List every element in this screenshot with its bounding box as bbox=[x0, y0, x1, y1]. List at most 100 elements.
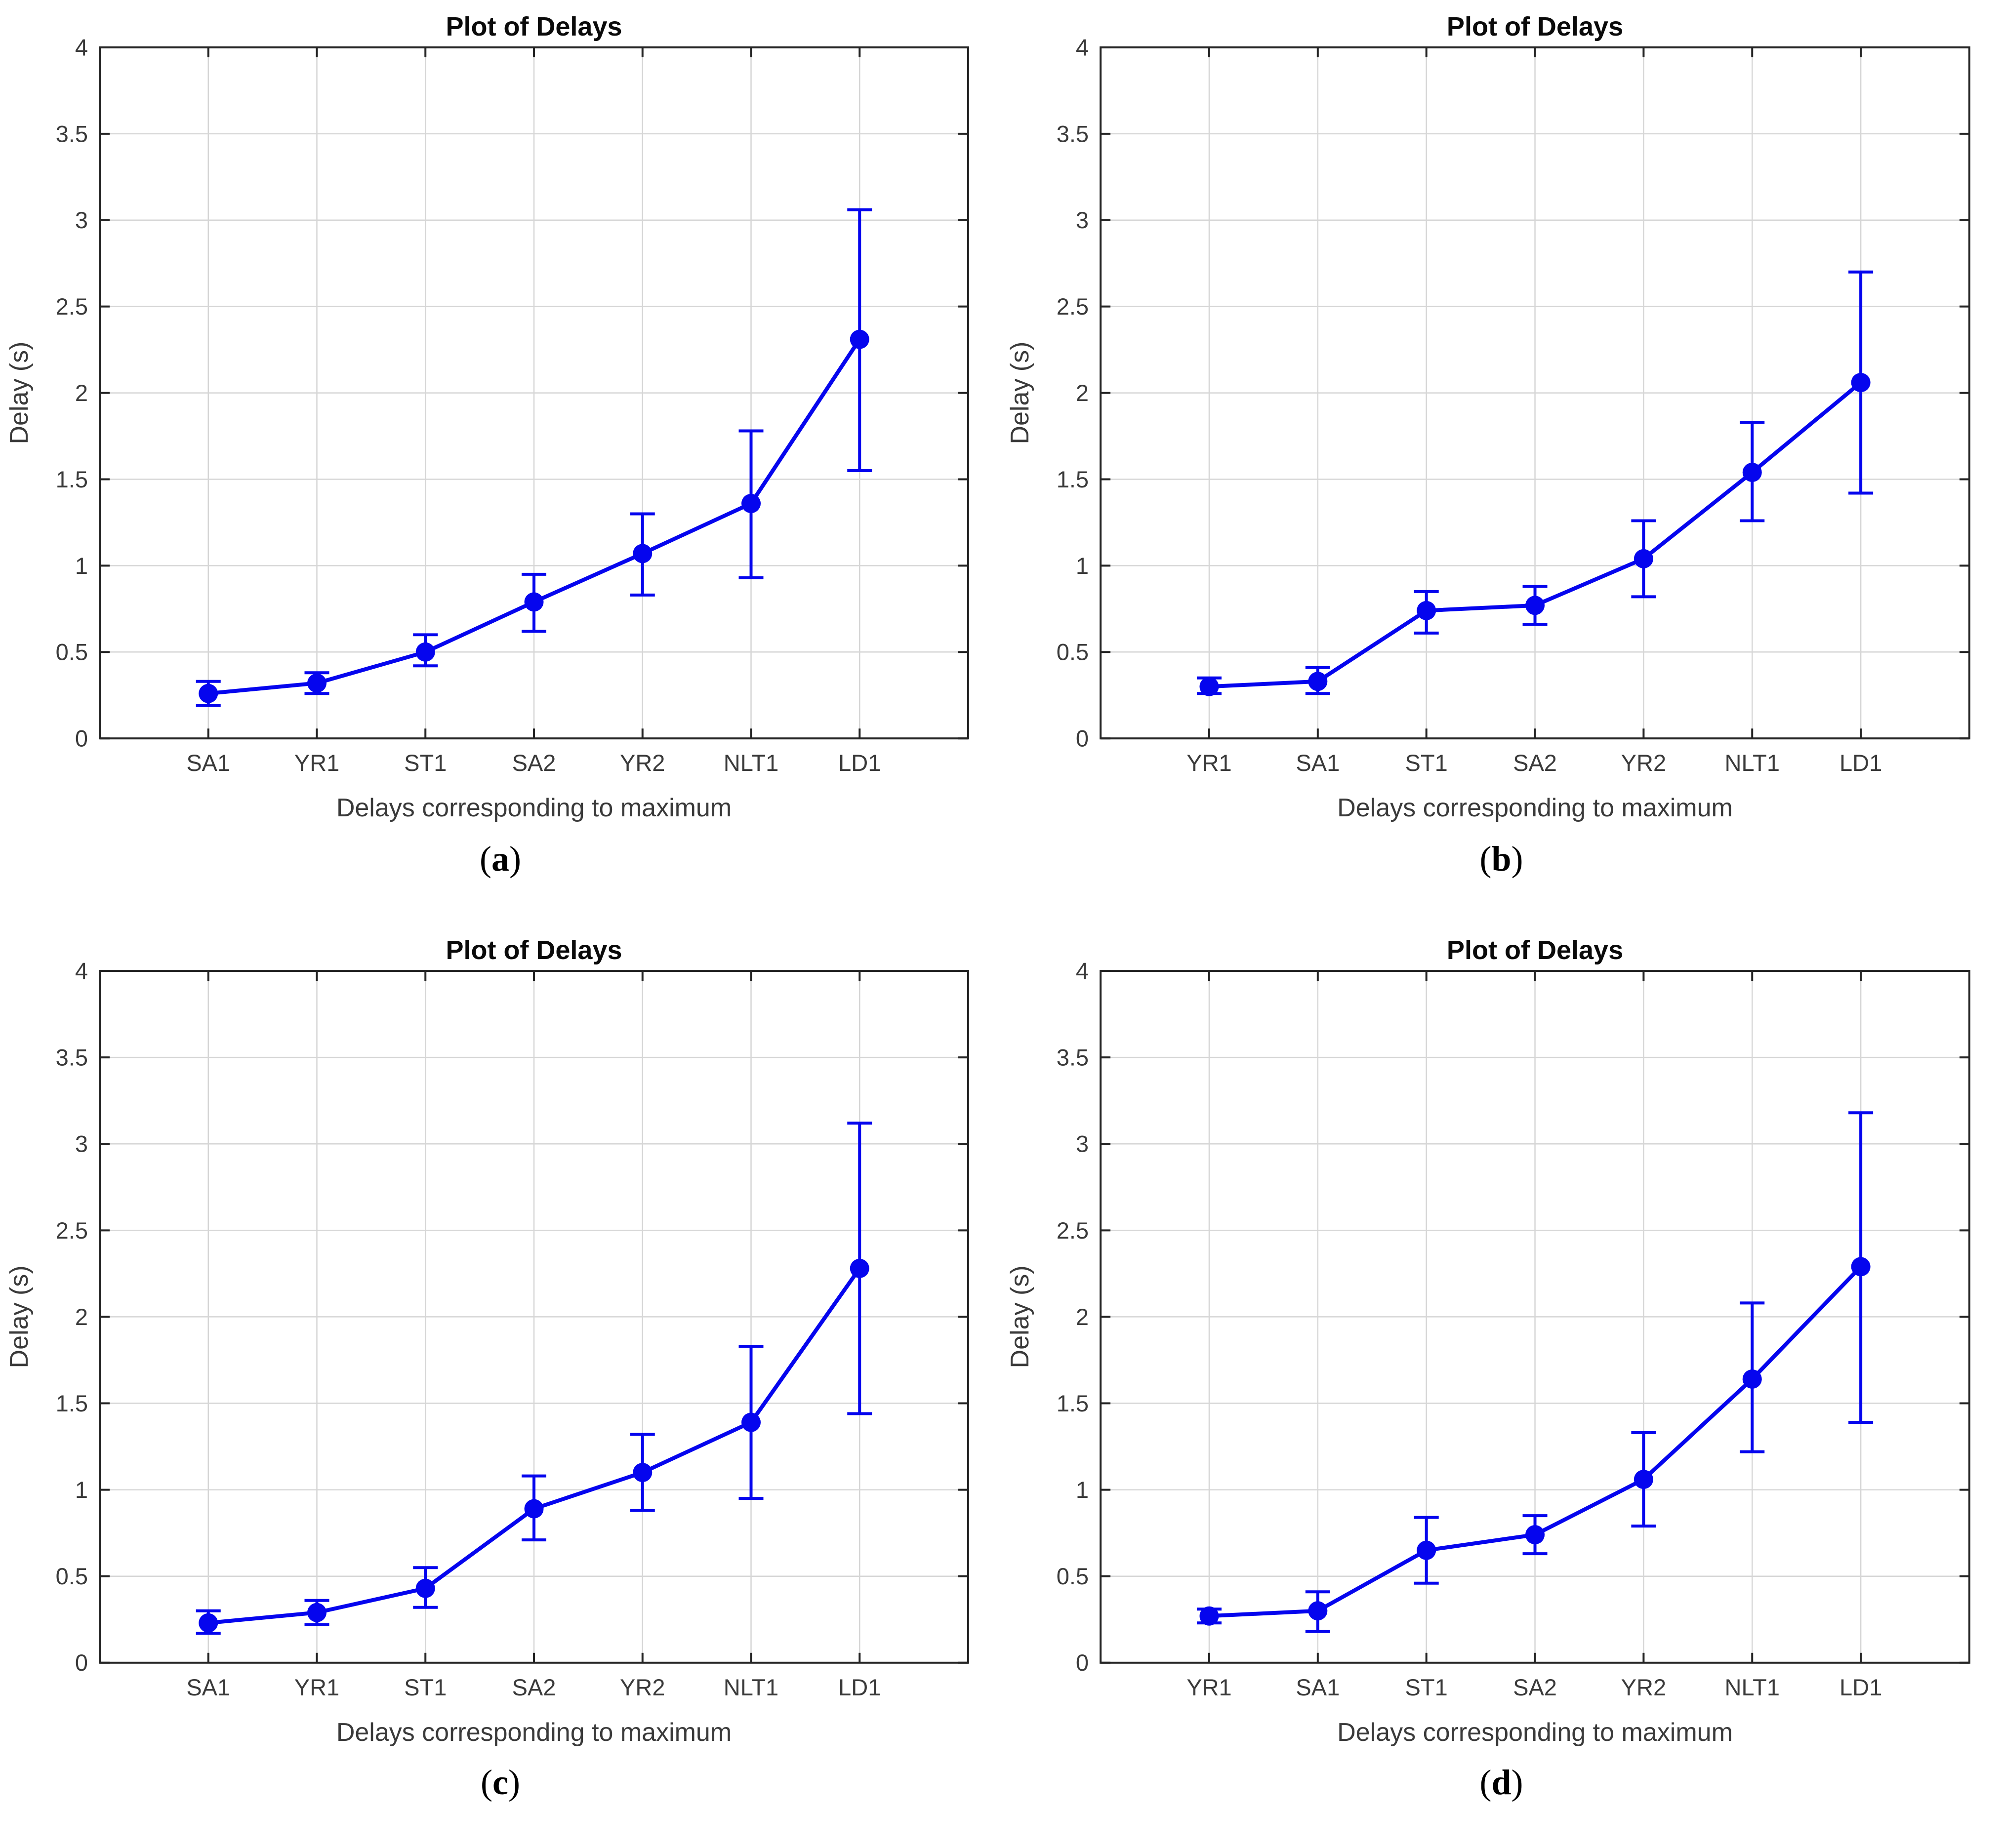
caption-close-paren: ) bbox=[508, 1763, 520, 1802]
x-axis-label: Delays corresponding to maximum bbox=[336, 1718, 732, 1747]
x-tick-labels: YR1 SA1 ST1 SA2 YR2 NLT1 LD1 bbox=[1186, 750, 1882, 776]
y-tick-labels: 0 0.5 1 1.5 2 2.5 3 3.5 4 bbox=[56, 34, 88, 751]
subfigure-caption-a: (a) bbox=[0, 839, 1001, 880]
y-tick-label: 2 bbox=[1076, 1304, 1089, 1330]
data-point-marker bbox=[1851, 373, 1871, 393]
y-tick-labels: 0 0.5 1 1.5 2 2.5 3 3.5 4 bbox=[56, 958, 88, 1676]
data-point-marker bbox=[199, 1613, 218, 1633]
caption-close-paren: ) bbox=[1511, 839, 1523, 879]
x-tick-label: SA1 bbox=[1296, 1674, 1340, 1700]
y-tick-label: 3 bbox=[1076, 1131, 1089, 1157]
tick-marks bbox=[100, 970, 968, 1664]
y-tick-label: 2.5 bbox=[1057, 293, 1089, 320]
x-tick-label: YR2 bbox=[1621, 750, 1666, 776]
tick-marks bbox=[100, 46, 968, 740]
y-tick-label: 4 bbox=[1076, 958, 1089, 984]
data-point-marker bbox=[524, 592, 544, 612]
y-tick-label: 4 bbox=[75, 34, 88, 60]
data-point-marker bbox=[1634, 1470, 1653, 1489]
data-points bbox=[199, 329, 869, 703]
y-tick-label: 2 bbox=[1076, 380, 1089, 406]
x-tick-label: YR1 bbox=[1186, 1674, 1231, 1700]
delay-plot-a: 0 0.5 1 1.5 2 2.5 3 3.5 4 SA1 YR1 ST1 SA2 YR2 NLT1 LD1 D… bbox=[5, 12, 969, 822]
gridlines bbox=[100, 971, 968, 1663]
y-tick-label: 0.5 bbox=[1057, 639, 1089, 665]
data-point-marker bbox=[633, 544, 653, 563]
y-tick-label: 2.5 bbox=[1057, 1217, 1089, 1244]
x-tick-label: YR2 bbox=[620, 750, 665, 776]
y-axis-label: Delay (s) bbox=[5, 1265, 34, 1368]
x-tick-labels: YR1 SA1 ST1 SA2 YR2 NLT1 LD1 bbox=[1186, 1674, 1882, 1700]
x-tick-label: LD1 bbox=[1839, 1674, 1882, 1700]
y-tick-label: 1 bbox=[75, 1477, 88, 1503]
data-point-marker bbox=[307, 1603, 327, 1622]
data-point-marker bbox=[307, 673, 327, 693]
gridlines bbox=[1101, 971, 1969, 1663]
subfigure-a: 0 0.5 1 1.5 2 2.5 3 3.5 4 SA1 YR1 ST1 SA2 YR2 NLT1 LD1 D… bbox=[0, 0, 1001, 924]
x-tick-label: NLT1 bbox=[724, 1674, 778, 1700]
data-point-marker bbox=[850, 329, 869, 349]
subfigure-b: 0 0.5 1 1.5 2 2.5 3 3.5 4 YR1 SA1 ST1 SA2 YR2 NLT1 LD1 D… bbox=[1001, 0, 2002, 924]
data-point-marker bbox=[1525, 1525, 1545, 1545]
x-tick-label: SA1 bbox=[186, 1674, 230, 1700]
y-tick-label: 3.5 bbox=[1057, 1045, 1089, 1071]
y-tick-label: 1 bbox=[1076, 1477, 1089, 1503]
x-tick-label: LD1 bbox=[838, 1674, 881, 1700]
x-tick-label: SA2 bbox=[1513, 750, 1557, 776]
data-point-marker bbox=[415, 642, 435, 662]
data-point-marker bbox=[741, 1412, 761, 1432]
caption-close-paren: ) bbox=[509, 839, 521, 879]
y-tick-label: 0 bbox=[1076, 1649, 1089, 1676]
y-tick-label: 0.5 bbox=[56, 1563, 88, 1589]
chart-title: Plot of Delays bbox=[1447, 12, 1623, 41]
y-tick-label: 2 bbox=[75, 1304, 88, 1330]
x-tick-label: YR1 bbox=[1186, 750, 1231, 776]
y-tick-label: 3.5 bbox=[56, 1045, 88, 1071]
y-tick-label: 3 bbox=[1076, 207, 1089, 233]
x-tick-label: YR1 bbox=[294, 750, 339, 776]
y-tick-label: 0 bbox=[75, 1649, 88, 1676]
subfigure-caption-d: (d) bbox=[1001, 1762, 2002, 1803]
data-point-marker bbox=[741, 493, 761, 513]
x-tick-label: SA1 bbox=[1296, 750, 1340, 776]
x-tick-labels: SA1 YR1 ST1 SA2 YR2 NLT1 LD1 bbox=[186, 1674, 881, 1700]
y-tick-label: 3.5 bbox=[56, 121, 88, 147]
x-tick-label: SA2 bbox=[512, 1674, 556, 1700]
caption-open-paren: ( bbox=[1479, 839, 1492, 879]
y-tick-label: 1.5 bbox=[1057, 466, 1089, 492]
y-axis-label: Delay (s) bbox=[1006, 1265, 1034, 1368]
x-axis-label: Delays corresponding to maximum bbox=[1337, 794, 1733, 822]
y-tick-label: 0 bbox=[1076, 725, 1089, 752]
data-point-marker bbox=[1417, 1540, 1436, 1560]
data-points bbox=[199, 1258, 869, 1633]
x-tick-label: SA1 bbox=[186, 750, 230, 776]
y-axis-label: Delay (s) bbox=[1006, 342, 1034, 444]
y-tick-label: 3 bbox=[75, 1131, 88, 1157]
subfigure-caption-c: (c) bbox=[0, 1762, 1001, 1803]
delay-plot-b: 0 0.5 1 1.5 2 2.5 3 3.5 4 YR1 SA1 ST1 SA2 YR2 NLT1 LD1 D… bbox=[1006, 12, 1970, 822]
y-tick-label: 1 bbox=[75, 553, 88, 579]
y-tick-label: 2.5 bbox=[56, 1217, 88, 1244]
data-points bbox=[1199, 1257, 1871, 1626]
data-point-marker bbox=[415, 1578, 435, 1598]
y-tick-labels: 0 0.5 1 1.5 2 2.5 3 3.5 4 bbox=[1057, 34, 1089, 751]
data-point-marker bbox=[1308, 1601, 1328, 1621]
y-tick-label: 1.5 bbox=[1057, 1390, 1089, 1416]
gridlines bbox=[100, 47, 968, 739]
x-tick-labels: SA1 YR1 ST1 SA2 YR2 NLT1 LD1 bbox=[186, 750, 881, 776]
x-axis-label: Delays corresponding to maximum bbox=[336, 794, 732, 822]
x-tick-label: NLT1 bbox=[1725, 750, 1780, 776]
caption-letter: d bbox=[1491, 1763, 1512, 1802]
caption-letter: a bbox=[491, 839, 509, 879]
x-tick-label: YR2 bbox=[620, 1674, 665, 1700]
caption-letter: c bbox=[492, 1763, 508, 1802]
x-tick-label: SA2 bbox=[1513, 1674, 1557, 1700]
y-tick-label: 1.5 bbox=[56, 1390, 88, 1416]
x-tick-label: ST1 bbox=[404, 750, 447, 776]
caption-open-paren: ( bbox=[481, 1763, 493, 1802]
data-point-marker bbox=[1634, 549, 1653, 568]
y-tick-label: 1 bbox=[1076, 553, 1089, 579]
data-point-marker bbox=[1742, 1369, 1762, 1389]
data-point-marker bbox=[1199, 677, 1219, 696]
